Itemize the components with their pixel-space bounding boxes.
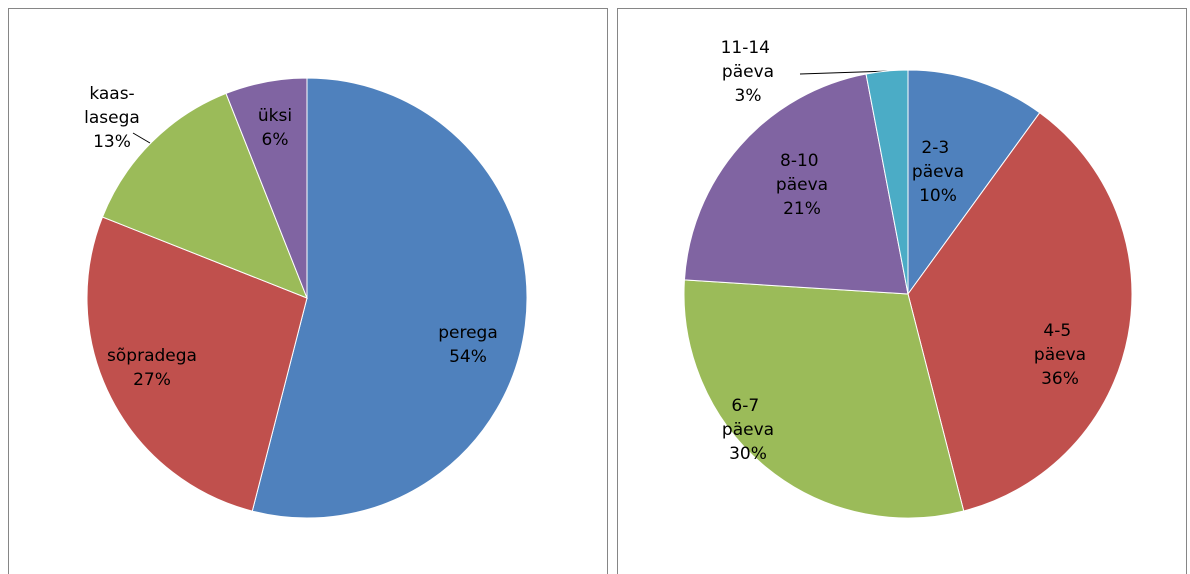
slice-label: sõpradega	[107, 346, 197, 366]
value-label: 6%	[262, 130, 289, 150]
value-label: 21%	[783, 199, 821, 219]
pie-slice	[683, 73, 909, 295]
slice-label: 2-3 päeva	[912, 138, 964, 182]
slice-label: 6-7 päeva	[722, 396, 774, 440]
value-label: 36%	[1041, 369, 1079, 389]
value-label: 27%	[133, 370, 171, 390]
slice-label: üksi	[258, 106, 292, 126]
pie-slice	[251, 77, 528, 519]
value-label: 54%	[449, 347, 487, 367]
slice-label: 8-10 päeva	[776, 151, 828, 195]
value-label: 13%	[93, 132, 131, 152]
pie-slice	[907, 69, 1041, 296]
pie-slice	[907, 112, 1133, 512]
slice-label: perega	[438, 323, 498, 343]
value-label: 30%	[729, 444, 767, 464]
slice-label: 4-5 päeva	[1034, 321, 1086, 365]
slice-label: kaas-lasega	[84, 84, 140, 128]
value-label: 10%	[919, 186, 957, 206]
pie-slice	[86, 216, 308, 512]
pie-slice	[865, 69, 909, 295]
leader-line	[799, 70, 891, 75]
pie-slice	[683, 279, 965, 519]
leader-line	[132, 132, 151, 144]
value-label: 3%	[735, 86, 762, 106]
pie-slice	[101, 92, 308, 299]
pie-slice	[225, 77, 308, 299]
slice-label: 11-14 päeva	[721, 38, 776, 82]
